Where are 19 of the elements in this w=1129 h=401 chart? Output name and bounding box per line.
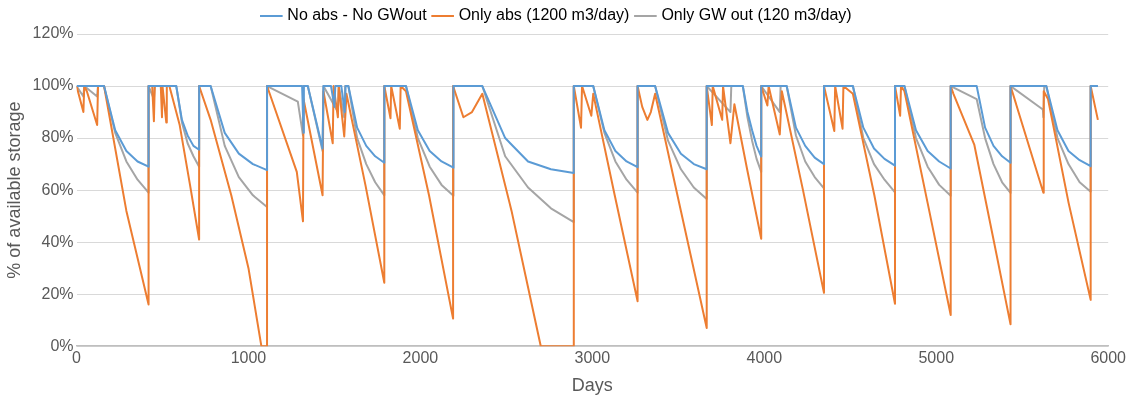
x-tick-label: 4000 xyxy=(746,349,783,367)
x-tick-label: 5000 xyxy=(918,349,955,367)
x-tick-label: 6000 xyxy=(1090,349,1127,367)
legend-label: Only abs (1200 m3/day) xyxy=(458,6,630,24)
x-tick-label: 0 xyxy=(72,349,82,367)
y-tick-label: 40% xyxy=(41,232,74,250)
legend-label: No abs - No GWout xyxy=(287,6,428,24)
y-tick-label: 100% xyxy=(32,76,74,94)
y-tick-label: 20% xyxy=(41,284,74,302)
x-tick-label: 2000 xyxy=(402,349,439,367)
y-tick-label: 80% xyxy=(41,128,74,146)
x-tick-label: 1000 xyxy=(230,349,267,367)
legend-label: Only GW out (120 m3/day) xyxy=(661,6,852,24)
y-tick-label: 0% xyxy=(50,336,74,354)
y-tick-label: 120% xyxy=(32,24,74,42)
x-tick-label: 3000 xyxy=(574,349,611,367)
x-axis-title: Days xyxy=(571,375,613,396)
y-axis-title: % of available storage xyxy=(3,101,24,279)
y-tick-label: 60% xyxy=(41,180,74,198)
